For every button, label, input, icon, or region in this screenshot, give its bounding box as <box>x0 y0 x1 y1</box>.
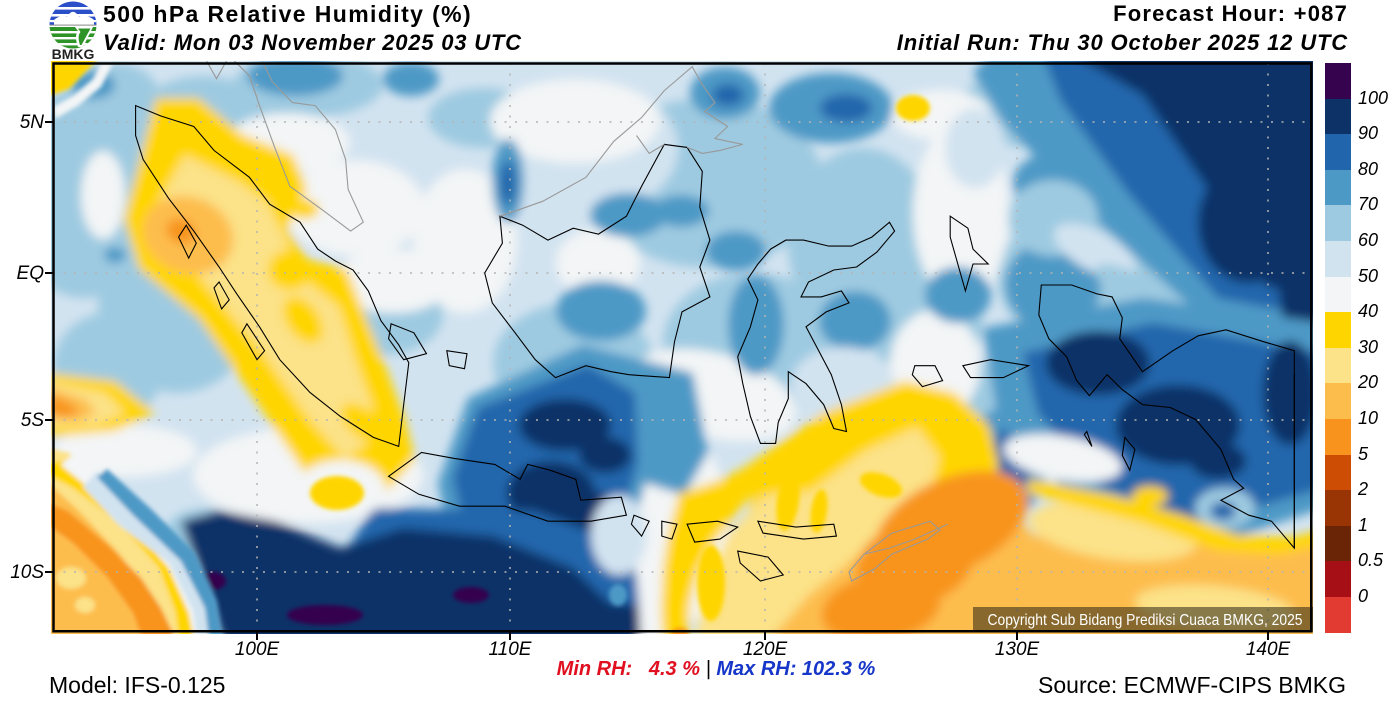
svg-text:Copyright Sub Bidang Prediksi: Copyright Sub Bidang Prediksi Cuaca BMKG… <box>988 612 1303 629</box>
svg-text:BMKG: BMKG <box>52 46 95 61</box>
